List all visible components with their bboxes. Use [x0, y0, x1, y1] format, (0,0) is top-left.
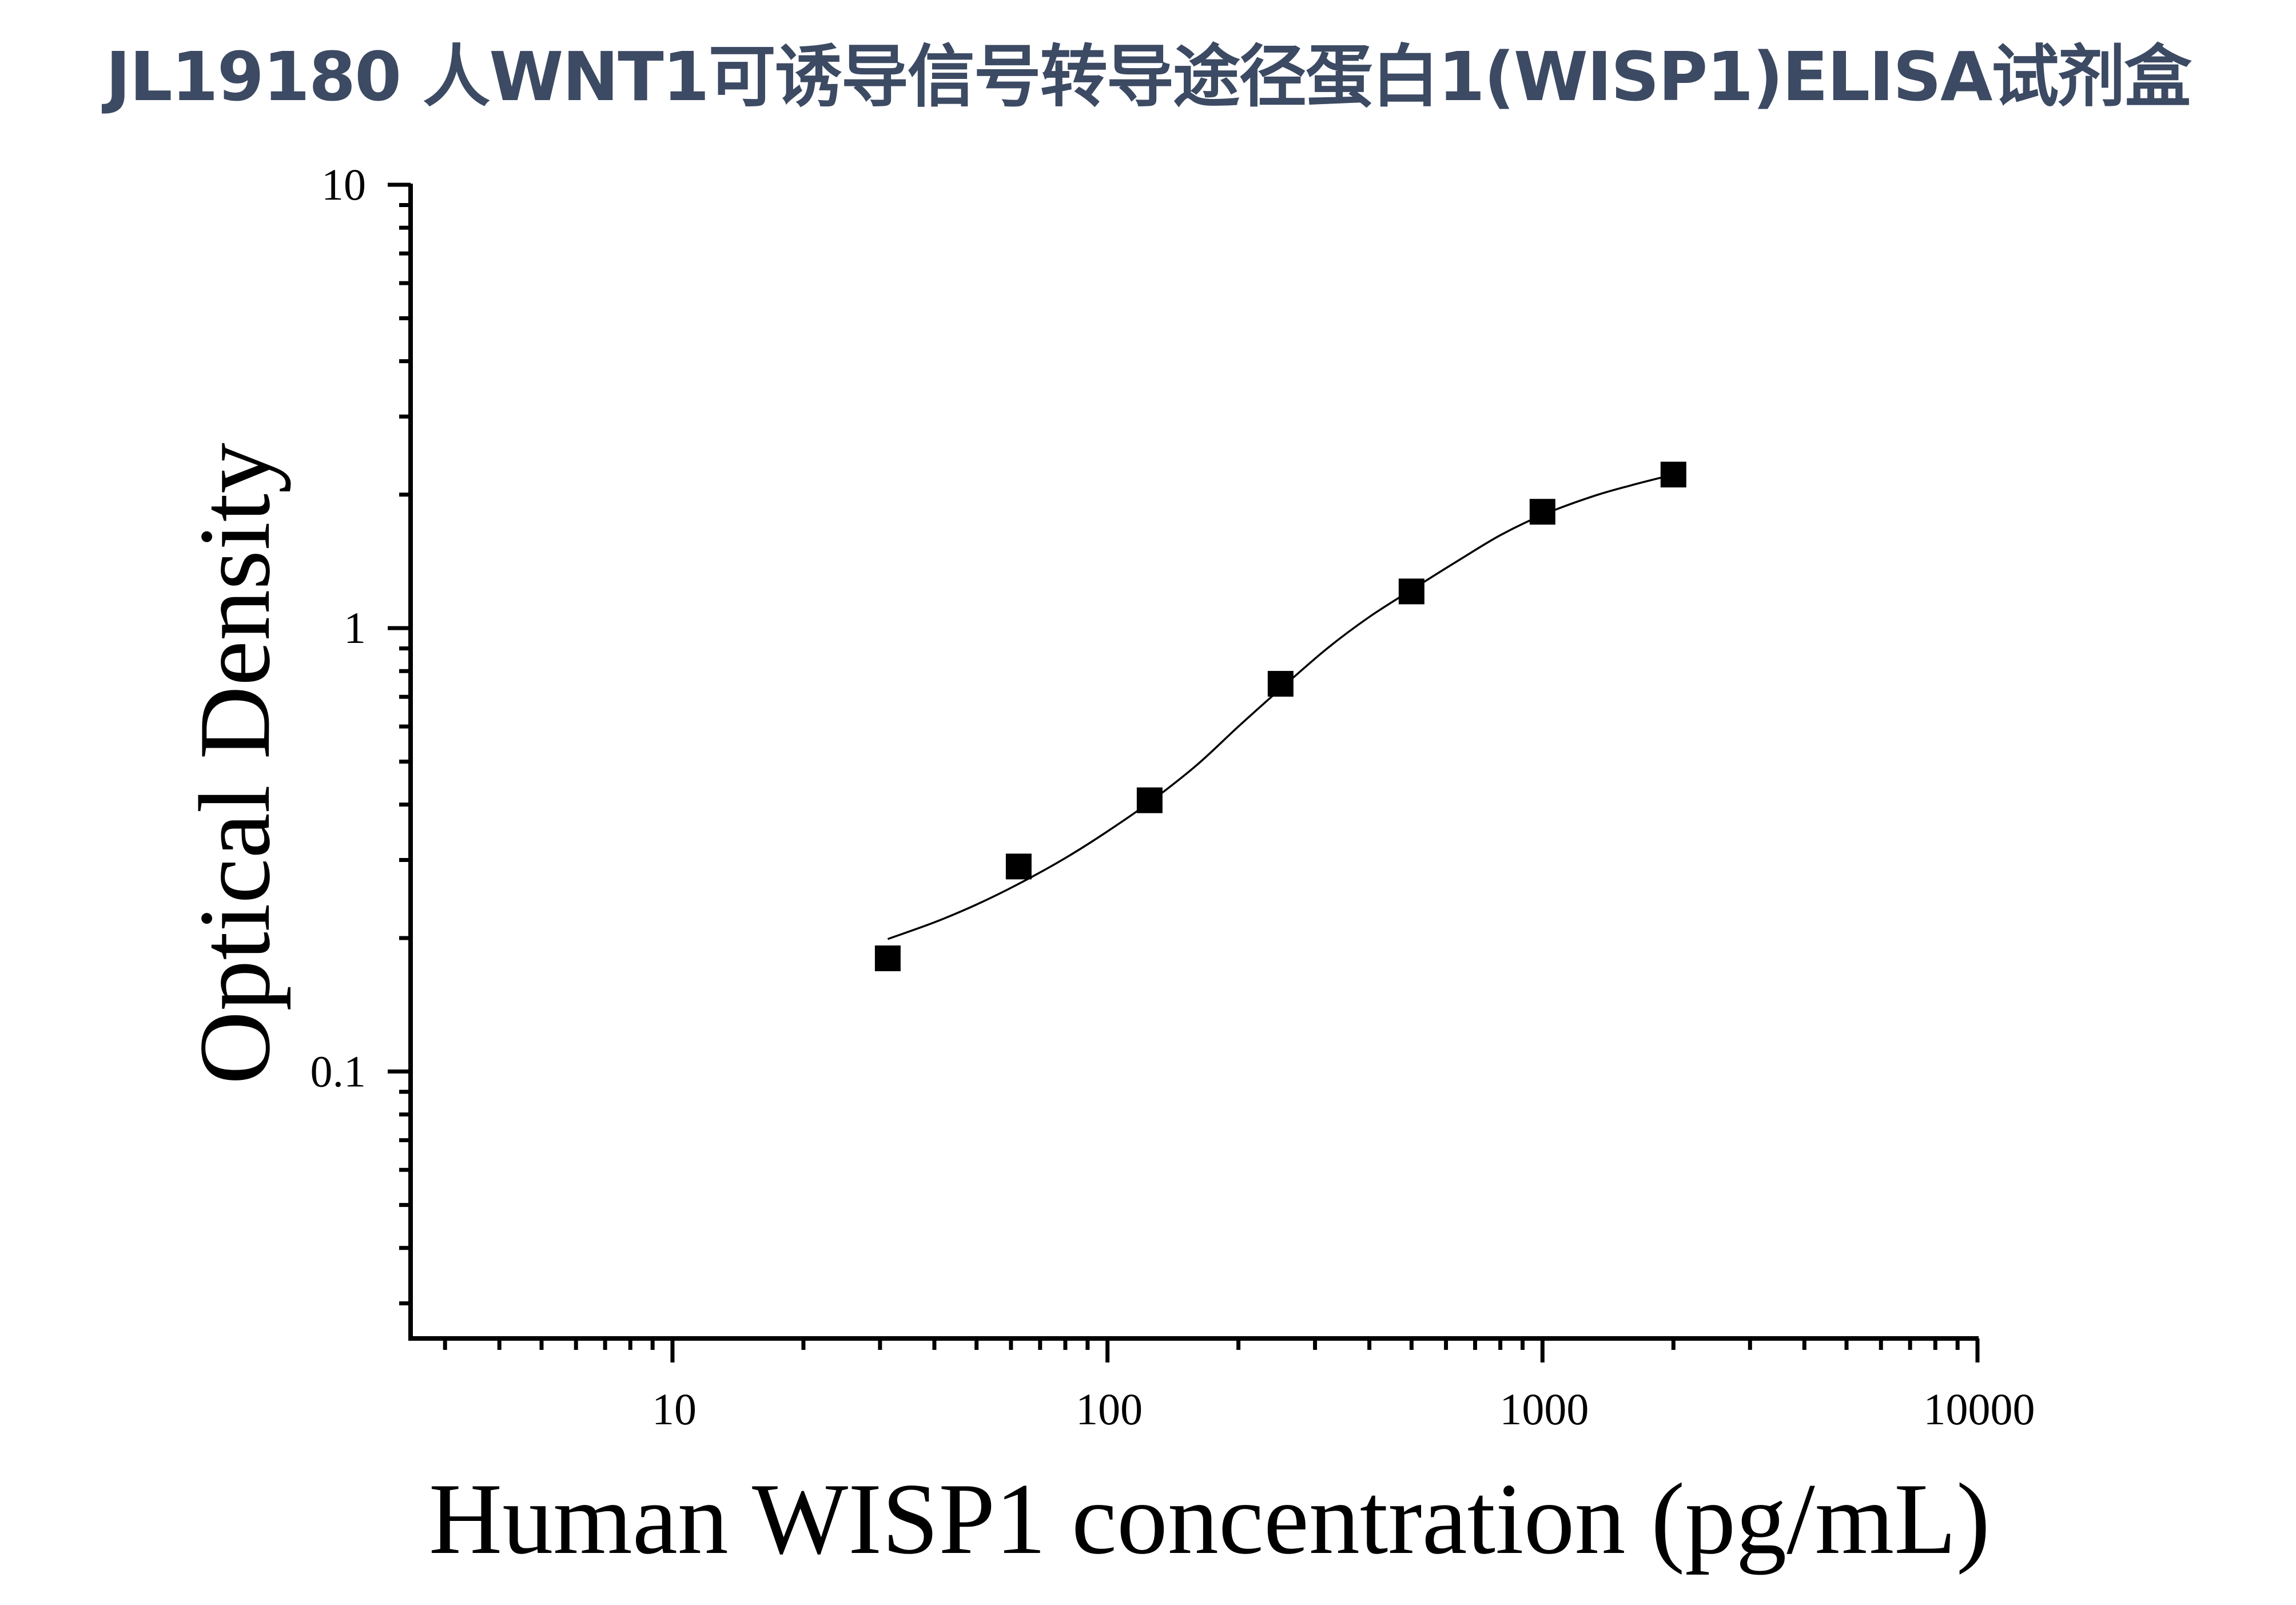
y-axis-label: Optical Density	[178, 443, 291, 1084]
x-tick-label: 1000	[1499, 1384, 1589, 1434]
data-point-square-marker	[1267, 670, 1294, 697]
fitted-curve-line	[887, 474, 1674, 940]
x-axis-label: Human WISP1 concentration (pg/mL)	[429, 1462, 1990, 1575]
x-tick-label: 10	[652, 1384, 697, 1434]
data-point-square-marker	[1529, 499, 1555, 525]
y-axis: 0.1 1 10	[311, 160, 413, 1341]
y-tick-label: 0.1	[311, 1046, 367, 1096]
data-points	[874, 462, 1686, 971]
fitted-curve	[887, 474, 1674, 940]
chart-title: JL19180 人WNT1可诱导信号转导途径蛋白1(WISP1)ELISA试剂盒	[105, 37, 2192, 116]
data-point-square-marker	[1005, 853, 1032, 880]
x-axis: 10 100 1000 10000	[408, 1336, 2035, 1434]
x-tick-label: 10000	[1924, 1384, 2035, 1434]
data-point-square-marker	[874, 945, 901, 971]
data-point-square-marker	[1660, 462, 1686, 488]
x-tick-label: 100	[1076, 1384, 1143, 1434]
y-tick-label: 1	[344, 603, 366, 653]
data-point-square-marker	[1136, 787, 1163, 813]
y-tick-label: 10	[321, 160, 366, 209]
data-point-square-marker	[1398, 578, 1424, 605]
